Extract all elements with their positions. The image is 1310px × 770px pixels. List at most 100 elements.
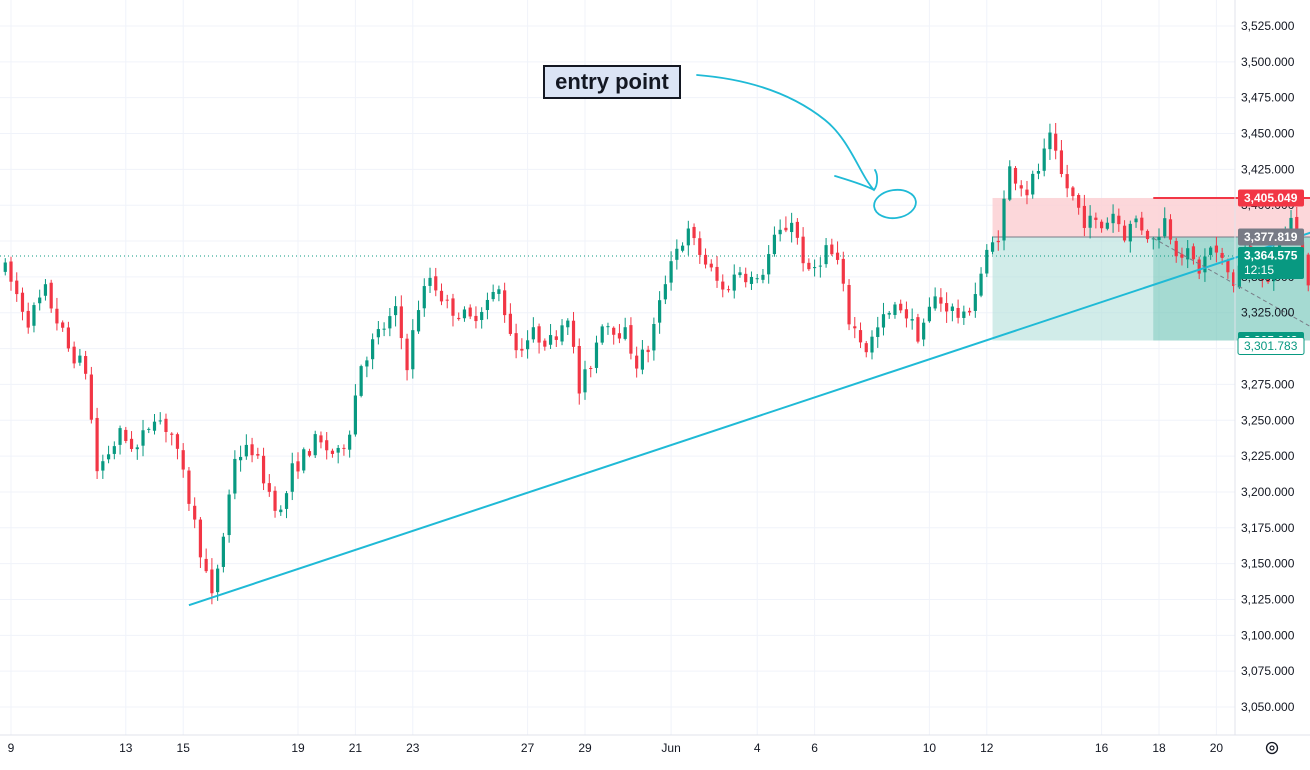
candle-body <box>118 428 122 445</box>
candle-body <box>491 291 495 300</box>
price-tick-label: 3,475.000 <box>1241 91 1295 105</box>
time-tick-label: 10 <box>923 741 937 755</box>
annotations[interactable]: entry point <box>543 65 681 99</box>
time-tick-label: 21 <box>349 741 363 755</box>
candles <box>3 122 1310 605</box>
candle-body <box>307 451 312 456</box>
price-tick-label: 3,225.000 <box>1241 449 1295 463</box>
time-axis[interactable]: 913151921232729Jun4610121618202426Jul379 <box>8 741 1310 755</box>
candle-body <box>893 304 897 315</box>
candle-body <box>1082 205 1086 228</box>
candle-body <box>227 494 231 536</box>
candle-body <box>669 261 673 283</box>
candle-body <box>1226 260 1230 273</box>
time-tick-label: 4 <box>754 741 761 755</box>
candle-body <box>78 355 82 363</box>
annotation-box[interactable] <box>543 65 681 99</box>
candle-body <box>956 307 960 318</box>
time-tick-label: 23 <box>406 741 420 755</box>
candle-body <box>652 324 656 351</box>
candle-body <box>485 299 490 311</box>
candle-body <box>1077 194 1081 208</box>
candle-body <box>531 327 535 340</box>
candle-body <box>422 286 426 309</box>
candle-body <box>1094 217 1098 220</box>
candle-body <box>744 273 748 283</box>
candle-body <box>1048 132 1052 150</box>
time-tick-label: 20 <box>1210 741 1224 755</box>
candle-body <box>302 449 306 471</box>
candle-body <box>336 447 340 453</box>
candle-body <box>216 568 220 593</box>
candle-body <box>583 369 587 393</box>
candle-body <box>382 328 386 330</box>
candle-body <box>49 282 53 309</box>
candle-body <box>1071 187 1075 197</box>
candle-body <box>1197 259 1201 274</box>
price-tag-label: 3,364.575 <box>1244 248 1298 262</box>
candle-body <box>560 325 564 342</box>
candle-body <box>1013 167 1018 184</box>
candle-body <box>594 342 599 368</box>
candle-body <box>1220 252 1224 258</box>
candle-body <box>313 434 317 456</box>
candle-body <box>1191 246 1196 260</box>
candle-body <box>841 258 845 284</box>
price-tick-label: 3,125.000 <box>1241 592 1295 606</box>
candle-body <box>835 252 840 260</box>
candle-body <box>1186 248 1190 260</box>
candle-body <box>181 450 185 470</box>
candle-body <box>807 262 811 270</box>
price-tag <box>1237 337 1305 356</box>
candle-body <box>577 345 581 394</box>
price-tick-label: 3,425.000 <box>1241 162 1295 176</box>
candle-body <box>726 289 731 291</box>
candle-body <box>164 418 168 432</box>
candle-body <box>371 339 375 360</box>
candle-body <box>566 320 570 328</box>
candle-body <box>715 266 719 281</box>
candle-body <box>221 536 225 567</box>
candle-body <box>72 346 76 364</box>
candle-body <box>330 450 335 454</box>
time-tick-label: 13 <box>119 741 133 755</box>
candle-body <box>1100 221 1104 229</box>
price-tag-timer: 12:15 <box>1244 263 1274 277</box>
candle-body <box>15 280 19 295</box>
candle-body <box>933 296 937 309</box>
time-tick-label: 16 <box>1095 741 1109 755</box>
annotation-text[interactable]: entry point <box>555 69 669 94</box>
candle-body <box>1168 219 1173 240</box>
candle-body <box>870 336 874 353</box>
price-tick-label: 3,075.000 <box>1241 664 1295 678</box>
candle-body <box>858 330 863 343</box>
candle-body <box>1002 198 1006 241</box>
candle-body <box>1008 166 1012 200</box>
candle-body <box>778 229 782 235</box>
candle-body <box>261 455 266 484</box>
candle-body <box>979 273 983 296</box>
candle-body <box>342 447 346 449</box>
candle-body <box>210 569 214 594</box>
candle-body <box>543 340 547 347</box>
candle-body <box>256 454 260 456</box>
candle-body <box>267 483 271 492</box>
price-tick-label: 3,250.000 <box>1241 413 1295 427</box>
candle-body <box>1019 185 1023 189</box>
candle-body <box>617 333 622 339</box>
candle-body <box>1111 213 1115 224</box>
candle-body <box>876 327 880 337</box>
settings-icon[interactable] <box>1265 741 1279 755</box>
candle-body <box>279 509 283 513</box>
candle-body <box>325 440 329 451</box>
candle-body <box>1059 150 1064 174</box>
candle-body <box>864 343 868 353</box>
price-tick-label: 3,200.000 <box>1241 485 1295 499</box>
candle-body <box>623 327 627 339</box>
price-tag <box>1238 189 1304 207</box>
candle-body <box>692 226 696 239</box>
candle-body <box>732 274 736 291</box>
candle-body <box>170 433 174 435</box>
